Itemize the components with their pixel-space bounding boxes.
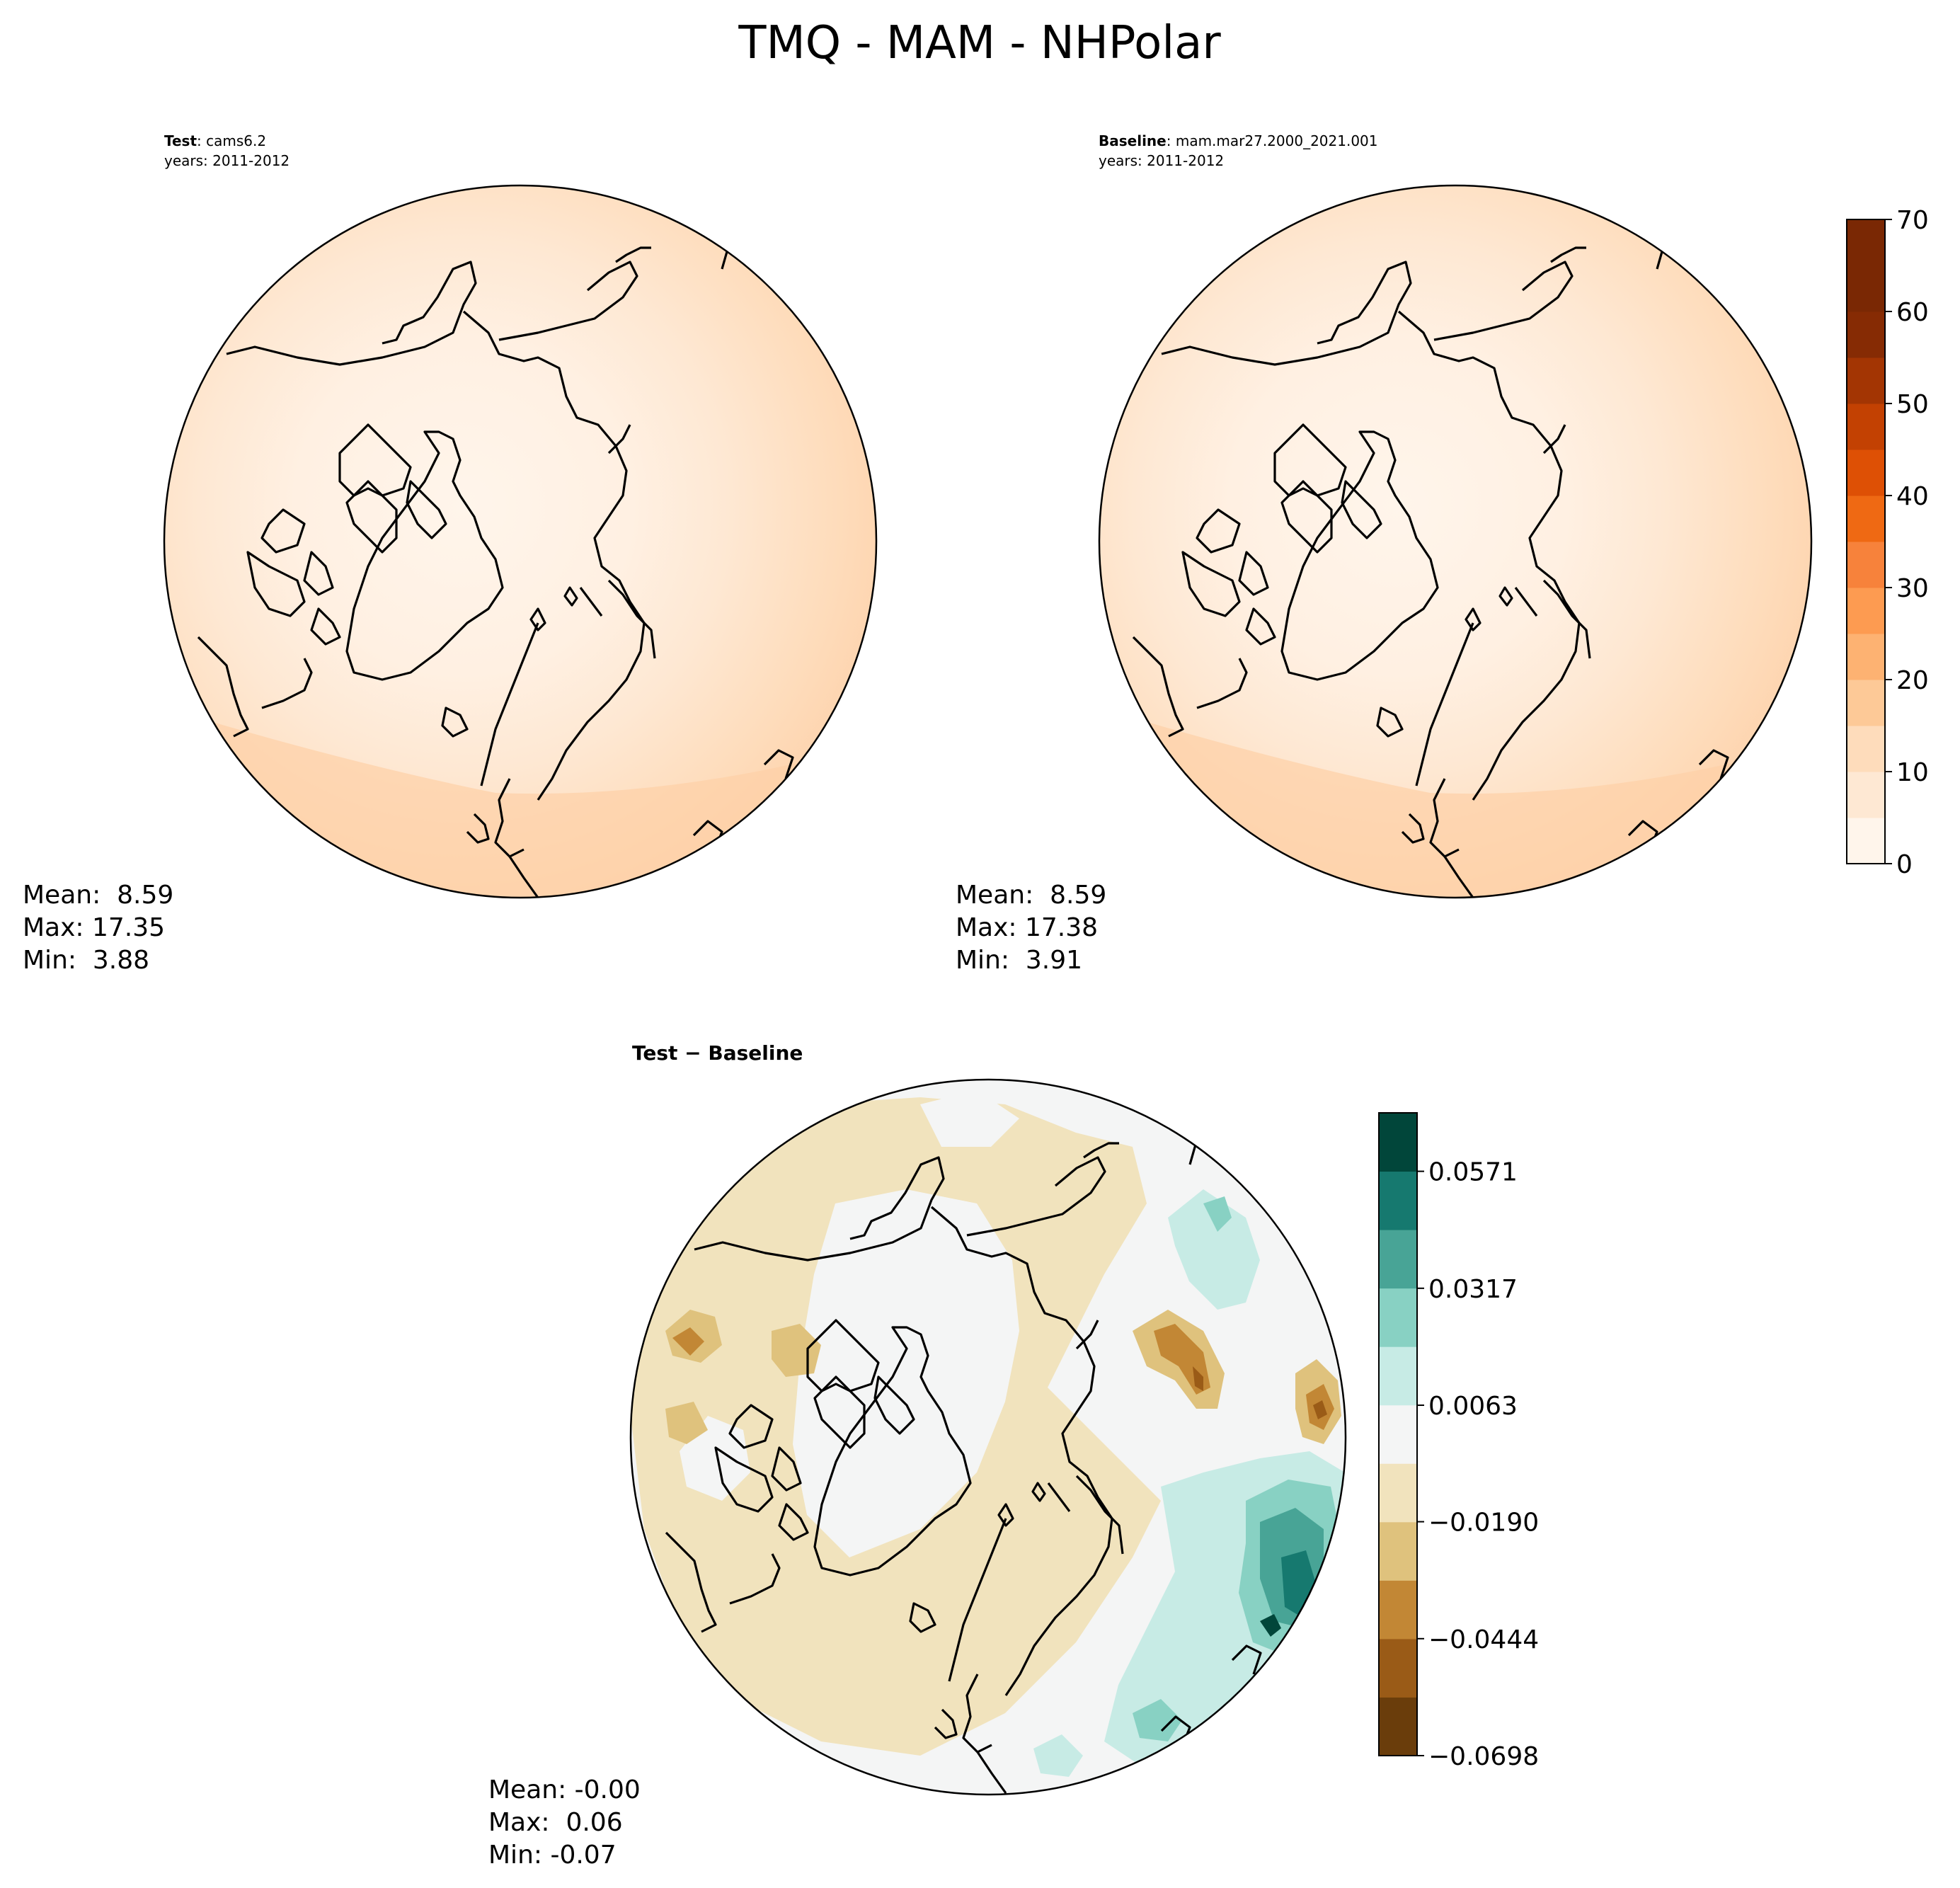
colorbar-absolute-frame [1846,219,1886,864]
colorbar-absolute-band [1847,772,1885,818]
colorbar-difference-band [1379,1346,1417,1406]
colorbar-absolute-band [1847,219,1885,266]
colorbar-difference-band [1379,1638,1417,1698]
colorbar-absolute-band [1847,450,1885,496]
baseline-title-value: : mam.mar27.2000_2021.001 [1167,132,1378,149]
colorbar-difference-band [1379,1697,1417,1756]
test-stat-mean: Mean: 8.59 [23,881,173,910]
baseline-stats: Mean: 8.59 Max: 17.38 Min: 3.91 [956,881,1106,975]
colorbar-difference-tick-label: 0.0571 [1428,1158,1518,1187]
test-years: years: 2011-2012 [164,152,290,169]
colorbar-absolute-band [1847,542,1885,588]
diff-stat-min: Min: -0.07 [488,1841,617,1870]
colorbar-difference-band [1379,1404,1417,1464]
panel-test: Test: cams6.2 years: 2011-2012 [23,132,878,975]
baseline-stat-min: Min: 3.91 [956,946,1082,975]
colorbar-difference-frame [1378,1112,1418,1756]
svg-text:Test: cams6.2: Test: cams6.2 [164,132,266,149]
colorbar-absolute-band [1847,726,1885,772]
colorbar-difference-band [1379,1113,1417,1172]
test-stat-min: Min: 3.88 [23,946,149,975]
colorbar-absolute-tick-label: 40 [1896,482,1929,511]
colorbar-absolute-band [1847,680,1885,726]
colorbar-absolute-band [1847,496,1885,542]
test-stats: Mean: 8.59 Max: 17.35 Min: 3.88 [23,881,173,975]
panel-baseline: Baseline: mam.mar27.2000_2021.001 years:… [956,132,1929,975]
colorbar-absolute-band [1847,634,1885,680]
colorbar-difference-tick-label: −0.0698 [1428,1742,1539,1771]
baseline-stat-max: Max: 17.38 [956,913,1098,942]
colorbar-absolute-band [1847,265,1885,312]
colorbar-absolute-tick-label: 0 [1896,850,1913,879]
svg-text:Baseline: mam.mar27.2000_2021.: Baseline: mam.mar27.2000_2021.001 [1099,132,1378,149]
baseline-years: years: 2011-2012 [1099,152,1224,169]
colorbar-difference: −0.0698 −0.0444 −0.0190 0.0063 0.0317 0.0571 [1378,1112,1539,1771]
diff-map [631,1080,1346,1795]
diff-stat-mean: Mean: -0.00 [488,1775,641,1804]
colorbar-difference-tick-label: 0.0317 [1428,1275,1518,1304]
colorbar-difference-band [1379,1288,1417,1347]
baseline-map [1099,185,1811,898]
test-map [164,185,876,898]
colorbar-difference-band [1379,1580,1417,1640]
colorbar-absolute-band [1847,588,1885,634]
diff-title: Test − Baseline [632,1041,803,1065]
test-coastlines [197,185,794,898]
test-title-label: Test [164,132,197,149]
colorbar-difference-band [1379,1171,1417,1230]
test-title-value: : cams6.2 [197,132,266,149]
colorbar-difference-band [1379,1463,1417,1523]
baseline-map-boundary [1098,184,1813,899]
colorbar-difference-tick-label: 0.0063 [1428,1392,1518,1421]
colorbar-difference-band [1379,1521,1417,1581]
colorbar-absolute-tick-label: 60 [1896,298,1929,327]
colorbar-difference-tick-label: −0.0444 [1428,1625,1539,1654]
test-stat-max: Max: 17.35 [23,913,165,942]
colorbar-absolute-band [1847,404,1885,450]
colorbar-absolute: 0 10 20 30 40 50 60 70 [1846,206,1929,879]
colorbar-absolute-tick-label: 70 [1896,206,1929,235]
baseline-title-label: Baseline [1099,132,1167,149]
colorbar-difference-tick-label: −0.0190 [1428,1509,1539,1538]
colorbar-absolute-band [1847,357,1885,404]
diff-stat-max: Max: 0.06 [488,1808,623,1837]
colorbar-absolute-tick-label: 30 [1896,574,1929,603]
colorbar-difference-band [1379,1230,1417,1289]
colorbar-absolute-tick-label: 20 [1896,666,1929,695]
panel-difference: Test − Baseline [488,1041,1539,1870]
colorbar-absolute-band [1847,818,1885,864]
figure-title: TMQ - MAM - NHPolar [738,17,1221,69]
baseline-stat-mean: Mean: 8.59 [956,881,1106,910]
colorbar-absolute-tick-label: 50 [1896,390,1929,419]
diff-map-boundary [629,1078,1347,1796]
colorbar-absolute-band [1847,311,1885,358]
test-map-boundary [163,184,878,899]
colorbar-absolute-tick-label: 10 [1896,758,1929,787]
diff-stats: Mean: -0.00 Max: 0.06 Min: -0.07 [488,1775,641,1870]
